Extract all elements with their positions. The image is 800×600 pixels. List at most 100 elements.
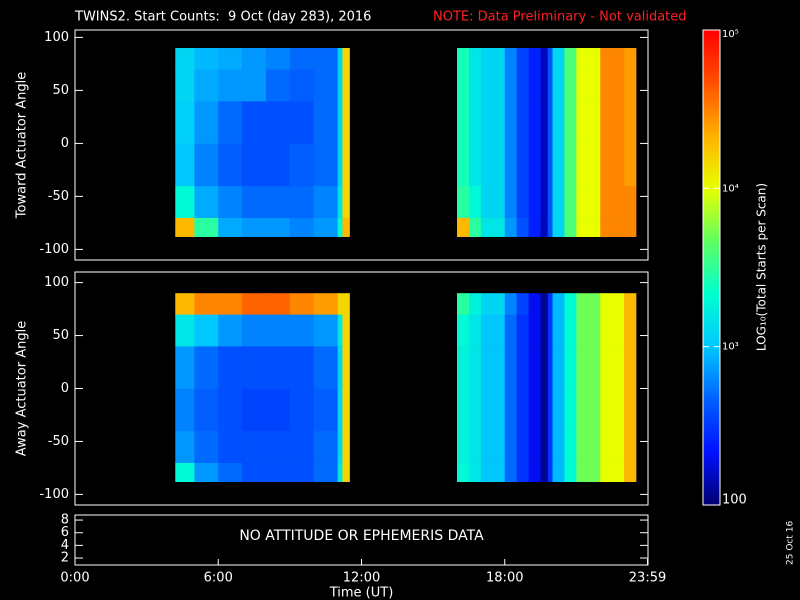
heatmap-cell	[468, 346, 482, 389]
heatmap-cell	[175, 101, 195, 144]
heatmap-cell	[516, 101, 529, 144]
heatmap-cell	[194, 101, 219, 144]
heatmap-cell	[289, 346, 315, 389]
heatmap-cell	[504, 430, 517, 463]
heatmap-cell	[289, 217, 315, 237]
heatmap-cell	[480, 346, 506, 389]
heatmap-cell	[218, 217, 243, 237]
heatmap-cell	[175, 314, 195, 347]
heatmap-cell	[552, 69, 565, 102]
heatmap-cell	[194, 293, 219, 315]
colorbar-tick-label: 100	[722, 493, 747, 508]
heatmap-cell	[194, 69, 219, 102]
heatmap-cell	[175, 462, 195, 482]
heatmap-cell	[552, 346, 565, 389]
heatmap-cell	[552, 48, 565, 70]
y-tick-label: -50	[48, 434, 69, 449]
heatmap-cell	[218, 314, 243, 347]
heatmap-cell	[313, 293, 338, 315]
heatmap-cell	[547, 462, 553, 482]
colorbar-tick-label: 10³	[722, 342, 739, 353]
heatmap-cell	[266, 314, 291, 347]
heatmap-cell	[289, 293, 315, 315]
heatmap-cell	[540, 430, 549, 463]
heatmap-cell	[504, 48, 517, 70]
heatmap-cell	[337, 185, 343, 218]
heatmap-cell	[600, 314, 625, 347]
heatmap-cell	[266, 101, 291, 144]
heatmap-cell	[547, 48, 553, 70]
x-tick-label: 18:00	[486, 571, 523, 586]
heatmap-cell	[576, 143, 601, 187]
heatmap-cell	[528, 293, 541, 315]
heatmap-cell	[552, 293, 565, 315]
heatmap-cell	[194, 462, 219, 482]
heatmap-cell	[624, 346, 637, 389]
heatmap-cell	[313, 217, 338, 237]
heatmap-cell	[516, 48, 529, 70]
heatmap-cell	[337, 388, 343, 432]
heatmap-cell	[576, 69, 601, 102]
heatmap-cell	[564, 217, 577, 237]
heatmap-cell	[516, 314, 529, 347]
heatmap-cell	[600, 462, 625, 482]
chart-title: TWINS2. Start Counts: 9 Oct (day 283), 2…	[74, 10, 371, 25]
heatmap-cell	[342, 314, 350, 347]
heatmap-cell	[564, 185, 577, 218]
y-axis-label: Away Actuator Angle	[15, 321, 30, 456]
heatmap-cell	[547, 430, 553, 463]
heatmap-cell	[468, 314, 482, 347]
heatmap-cell	[218, 143, 243, 187]
heatmap-cell	[313, 462, 338, 482]
heatmap-cell	[540, 48, 549, 70]
heatmap-cell	[564, 143, 577, 187]
heatmap-cell	[194, 388, 219, 432]
y-tick-label: 50	[52, 83, 69, 98]
heatmap-cell	[175, 217, 195, 237]
heatmap-cell	[337, 101, 343, 144]
heatmap-cell	[468, 101, 482, 144]
heatmap-cell	[600, 185, 625, 218]
heatmap-cell	[313, 143, 338, 187]
colorbar-tick-label: 10⁵	[722, 29, 739, 40]
heatmap-cell	[337, 217, 343, 237]
heatmap-cell	[242, 293, 267, 315]
heatmap-cell	[547, 69, 553, 102]
heatmap-cell	[624, 185, 637, 218]
heatmap-cell	[266, 462, 291, 482]
heatmap-cell	[457, 143, 470, 187]
heatmap-cell	[564, 69, 577, 102]
colorbar-frame	[702, 29, 721, 506]
heatmap-cell	[540, 388, 549, 432]
heatmap-cell	[242, 314, 267, 347]
heatmap-cell	[342, 217, 350, 237]
heatmap-cell	[516, 217, 529, 237]
heatmap-cell	[342, 388, 350, 432]
heatmap-cell	[242, 101, 267, 144]
heatmap-cell	[564, 314, 577, 347]
heatmap-cell	[266, 48, 291, 70]
heatmap-cell	[175, 48, 195, 70]
heatmap-cell	[547, 314, 553, 347]
heatmap-cell	[342, 101, 350, 144]
heatmap-cell	[289, 314, 315, 347]
heatmap-cell	[468, 217, 482, 237]
heatmap-cell	[337, 143, 343, 187]
heatmap-cell	[564, 462, 577, 482]
heatmap-cell	[266, 346, 291, 389]
heatmap-cell	[457, 430, 470, 463]
heatmap-cell	[576, 346, 601, 389]
heatmap-cell	[552, 430, 565, 463]
heatmap-cell	[540, 143, 549, 187]
heatmap-cell	[576, 101, 601, 144]
heatmap-cell	[337, 430, 343, 463]
y-tick-label: 0	[61, 136, 69, 151]
heatmap-cell	[457, 48, 470, 70]
heatmap-cell	[194, 217, 219, 237]
heatmap-cell	[266, 293, 291, 315]
heatmap-cell	[516, 462, 529, 482]
heatmap-cell	[528, 143, 541, 187]
heatmap-cell	[624, 388, 637, 432]
heatmap-cell	[540, 217, 549, 237]
heatmap-cell	[266, 217, 291, 237]
